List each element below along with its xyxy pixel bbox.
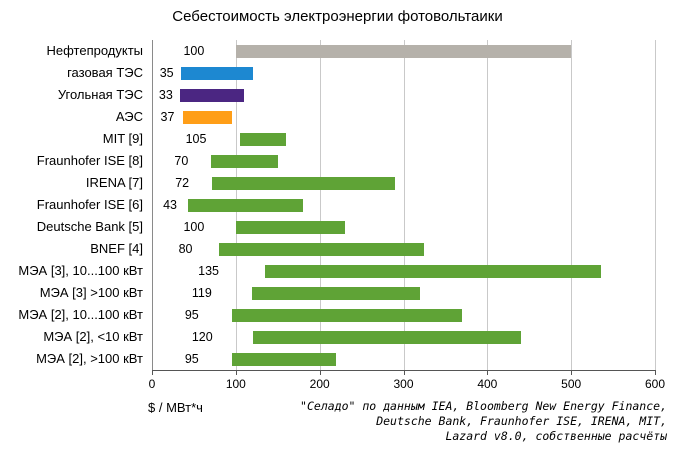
value-label: 72	[175, 176, 190, 190]
gridline	[571, 40, 573, 370]
y-axis-line	[152, 40, 153, 370]
category-label: Угольная ТЭС	[57, 87, 143, 102]
range-bar	[210, 154, 278, 168]
x-axis-tick	[655, 370, 656, 375]
value-label: 43	[163, 198, 177, 212]
plot-area: 100 35 33 37 105 70 72 43 100 80 135 119 95 120 95	[152, 40, 656, 370]
category-label: газовая ТЭС	[67, 65, 143, 80]
gridline	[403, 40, 405, 370]
category-label: МЭА [2], >100 кВт	[36, 351, 143, 366]
value-label: 80	[178, 242, 193, 256]
range-bar	[219, 242, 425, 256]
category-label: АЭС	[115, 109, 143, 124]
range-bar	[188, 198, 303, 212]
category-label: IRENA [7]	[85, 175, 143, 190]
value-label: 120	[191, 330, 213, 344]
value-label: 100	[183, 220, 205, 234]
range-bar	[231, 308, 463, 322]
range-bar	[252, 330, 521, 344]
value-label: 33	[158, 88, 173, 102]
range-bar	[181, 66, 253, 80]
x-tick-label: 500	[561, 377, 582, 391]
source-note-line-3: Lazard v8.0, собственные расчёты	[445, 429, 667, 443]
range-bar	[183, 110, 232, 124]
chart-title: Себестоимость электроэнергии фотовольтаи…	[172, 8, 503, 25]
x-tick-label: 0	[148, 377, 156, 391]
x-axis-tick	[319, 370, 321, 375]
category-label: МЭА [2], <10 кВт	[43, 329, 143, 344]
category-label: MIT [9]	[102, 131, 143, 146]
value-label: 119	[191, 286, 212, 300]
gridline	[655, 40, 656, 370]
range-bar	[212, 176, 396, 190]
category-label: BNEF [4]	[90, 241, 143, 256]
value-label: 95	[184, 352, 199, 366]
category-label: МЭА [2], 10...100 кВт	[18, 307, 143, 322]
range-bar	[235, 44, 572, 58]
category-label: Deutsche Bank [5]	[36, 219, 143, 234]
value-label: 95	[184, 308, 199, 322]
source-note-line-2: Deutsche Bank, Fraunhofer ISE, IRENA, MI…	[376, 414, 667, 428]
category-label: МЭА [3] >100 кВт	[39, 285, 143, 300]
range-bar	[231, 352, 337, 366]
x-tick-label: 100	[225, 377, 246, 391]
value-label: 37	[160, 110, 175, 124]
range-bar	[265, 264, 601, 278]
x-axis-label: $ / МВт*ч	[148, 400, 203, 415]
x-tick-label: 300	[393, 377, 414, 391]
range-bar	[240, 132, 287, 146]
x-axis-tick	[571, 370, 573, 375]
range-bar	[235, 220, 345, 234]
x-tick-label: 200	[309, 377, 330, 391]
x-axis-tick	[235, 370, 237, 375]
source-note: "Селадо" по данным IEA, Bloomberg New En…	[300, 399, 667, 444]
source-note-line-1: "Селадо" по данным IEA, Bloomberg New En…	[300, 399, 667, 413]
value-label: 105	[185, 132, 207, 146]
value-label: 70	[174, 154, 189, 168]
category-labels: Нефтепродукты газовая ТЭС Угольная ТЭС АЭС M…	[0, 40, 148, 370]
value-label: 135	[198, 264, 220, 278]
x-tick-label: 400	[477, 377, 498, 391]
range-bar	[179, 88, 245, 102]
value-label: 35	[159, 66, 174, 80]
category-label: Нефтепродукты	[46, 43, 144, 58]
range-bar	[251, 286, 421, 300]
gridline	[487, 40, 489, 370]
value-label: 100	[183, 44, 205, 58]
x-axis-tick	[487, 370, 489, 375]
gridline	[319, 40, 321, 370]
category-label: Fraunhofer ISE [6]	[36, 197, 143, 212]
x-axis-tick	[403, 370, 405, 375]
category-label: Fraunhofer ISE [8]	[36, 153, 143, 168]
category-label: МЭА [3], 10...100 кВт	[18, 263, 143, 278]
x-tick-label: 600	[644, 377, 666, 391]
x-axis-tick	[152, 370, 153, 375]
